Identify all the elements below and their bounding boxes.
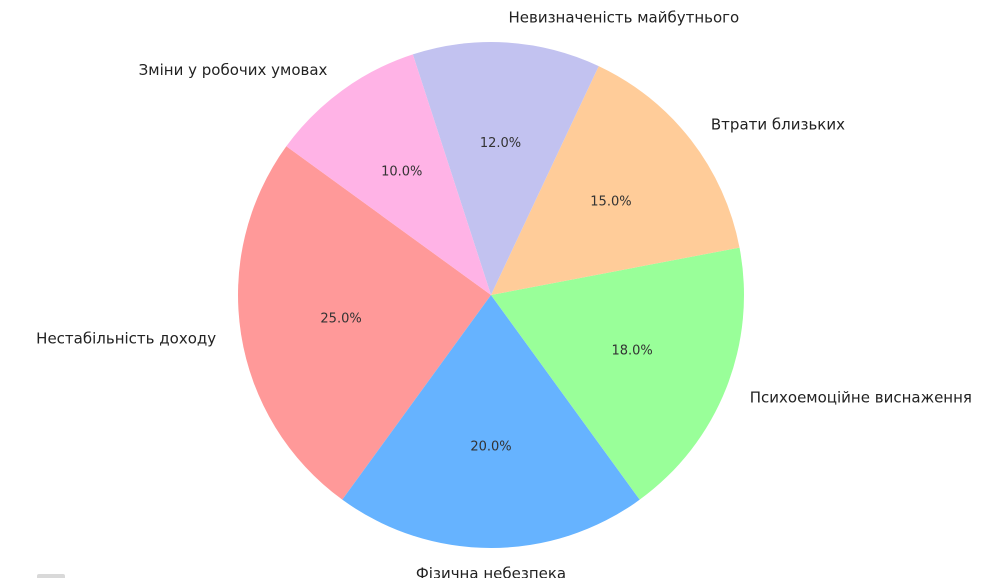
percentage-label-4: 15.0% bbox=[590, 194, 631, 209]
pie-slices bbox=[238, 41, 745, 548]
category-label-6: Зміни у робочих умовах bbox=[139, 61, 328, 79]
percentage-label-2: 20.0% bbox=[470, 439, 511, 454]
percentage-label-1: 25.0% bbox=[320, 311, 361, 326]
percentage-label-6: 10.0% bbox=[381, 165, 422, 180]
pie-slice-2 bbox=[342, 295, 640, 548]
category-label-3: Психоемоційне виснаження bbox=[750, 388, 972, 406]
pie-slice-6 bbox=[286, 54, 491, 295]
percentage-label-5: 12.0% bbox=[480, 136, 521, 151]
pie-slice-5 bbox=[412, 41, 599, 296]
category-label-2: Фізична небезпека bbox=[416, 564, 566, 578]
pie-slice-4 bbox=[491, 66, 740, 295]
pie-slice-3 bbox=[491, 247, 745, 500]
legend-marker bbox=[37, 574, 65, 578]
category-labels: Нестабільність доходу Фізична небезпека Пс… bbox=[36, 8, 972, 578]
percentage-label-3: 18.0% bbox=[611, 343, 652, 358]
percentage-labels: 25.0% 20.0% 18.0% 15.0% 12.0% 10.0% bbox=[320, 136, 652, 454]
category-label-1: Нестабільність доходу bbox=[36, 330, 216, 348]
category-label-5: Невизначеність майбутнього bbox=[508, 8, 739, 26]
category-label-4: Втрати близьких bbox=[711, 115, 845, 133]
pie-slice-1 bbox=[238, 146, 491, 500]
